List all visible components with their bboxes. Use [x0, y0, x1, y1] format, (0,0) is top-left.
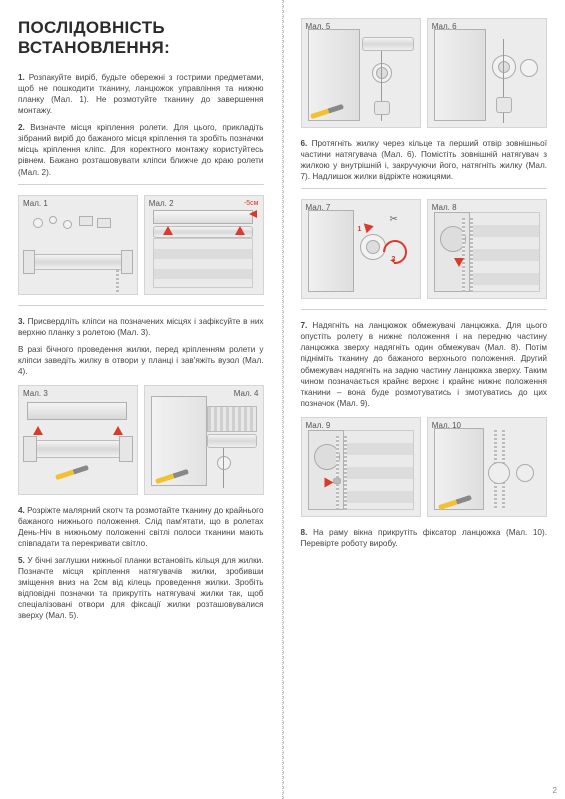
step-3-text: Присвердліть кліпси на позначених місцях…: [18, 317, 264, 337]
figure-7-label: Мал. 7: [306, 203, 331, 212]
page-number: 2: [553, 786, 557, 795]
step-3b: В разі бічного проведення жилки, перед к…: [18, 344, 264, 377]
page-title: ПОСЛІДОВНІСТЬ ВСТАНОВЛЕННЯ:: [18, 18, 264, 58]
figure-3: Мал. 3: [18, 385, 138, 495]
step-2-text: Визначте місця кріплення ролети. Для цьо…: [18, 123, 264, 176]
divider: [18, 184, 264, 185]
step-8-text: На раму вікна прикрутіть фіксатор ланцюж…: [301, 528, 548, 548]
step-2: 2. Визначте місця кріплення ролети. Для …: [18, 122, 264, 177]
step-8: 8. На раму вікна прикрутіть фіксатор лан…: [301, 527, 548, 549]
step-4-text: Розріжте малярний скотч та розмотайте тк…: [18, 506, 264, 548]
figure-6: Мал. 6: [427, 18, 547, 128]
fig-row-5-6: Мал. 5 Мал. 6: [301, 18, 548, 128]
figure-10: Мал. 10: [427, 417, 547, 517]
divider: [18, 305, 264, 306]
left-column: ПОСЛІДОВНІСТЬ ВСТАНОВЛЕННЯ: 1. Розпакуйт…: [0, 0, 283, 799]
step-6-text: Протягніть жилку через кільце та перший …: [301, 139, 548, 181]
step-3: 3. Присвердліть кліпси на позначених міс…: [18, 316, 264, 338]
step-4: 4. Розріжте малярний скотч та розмотайте…: [18, 505, 264, 549]
figure-4: Мал. 4: [144, 385, 264, 495]
page: ПОСЛІДОВНІСТЬ ВСТАНОВЛЕННЯ: 1. Розпакуйт…: [0, 0, 565, 799]
step-1-text: Розпакуйте виріб, будьте обережні з гост…: [18, 73, 264, 115]
step-6: 6. Протягніть жилку через кільце та перш…: [301, 138, 548, 182]
figure-7: Мал. 7 1 2 ✂: [301, 199, 421, 299]
fig-row-7-8: Мал. 7 1 2 ✂ Мал. 8: [301, 199, 548, 299]
figure-10-label: Мал. 10: [432, 421, 461, 430]
step-7-text: Надягніть на ланцюжок обмежувачі ланцюжк…: [301, 321, 548, 407]
figure-5-label: Мал. 5: [306, 22, 331, 31]
figure-3-label: Мал. 3: [23, 389, 48, 398]
figure-9-label: Мал. 9: [306, 421, 331, 430]
dim-5cm: -5см: [244, 200, 259, 207]
figure-8: Мал. 8: [427, 199, 547, 299]
step-3b-text: В разі бічного проведення жилки, перед к…: [18, 345, 264, 376]
figure-8-label: Мал. 8: [432, 203, 457, 212]
figure-5: Мал. 5: [301, 18, 421, 128]
figure-9: Мал. 9: [301, 417, 421, 517]
step-7: 7. Надягніть на ланцюжок обмежувачі ланц…: [301, 320, 548, 409]
figure-1-label: Мал. 1: [23, 199, 48, 208]
fig-row-3-4: Мал. 3 Мал. 4: [18, 385, 264, 495]
fig-row-1-2: Мал. 1 Мал. 2 -5см: [18, 195, 264, 295]
figure-2: Мал. 2 -5см: [144, 195, 264, 295]
divider: [301, 309, 548, 310]
right-column: Мал. 5 Мал. 6 6. Протягніть жилку через …: [283, 0, 565, 799]
figure-4-label: Мал. 4: [234, 389, 259, 398]
figure-6-label: Мал. 6: [432, 22, 457, 31]
step-1: 1. Розпакуйте виріб, будьте обережні з г…: [18, 72, 264, 116]
step-5-text: У бічні заглушки нижньої планки встанові…: [18, 556, 264, 620]
figure-2-label: Мал. 2: [149, 199, 174, 208]
step-5: 5. У бічні заглушки нижньої планки встан…: [18, 555, 264, 621]
figure-1: Мал. 1: [18, 195, 138, 295]
divider: [301, 188, 548, 189]
fig-row-9-10: Мал. 9 Мал. 10: [301, 417, 548, 517]
